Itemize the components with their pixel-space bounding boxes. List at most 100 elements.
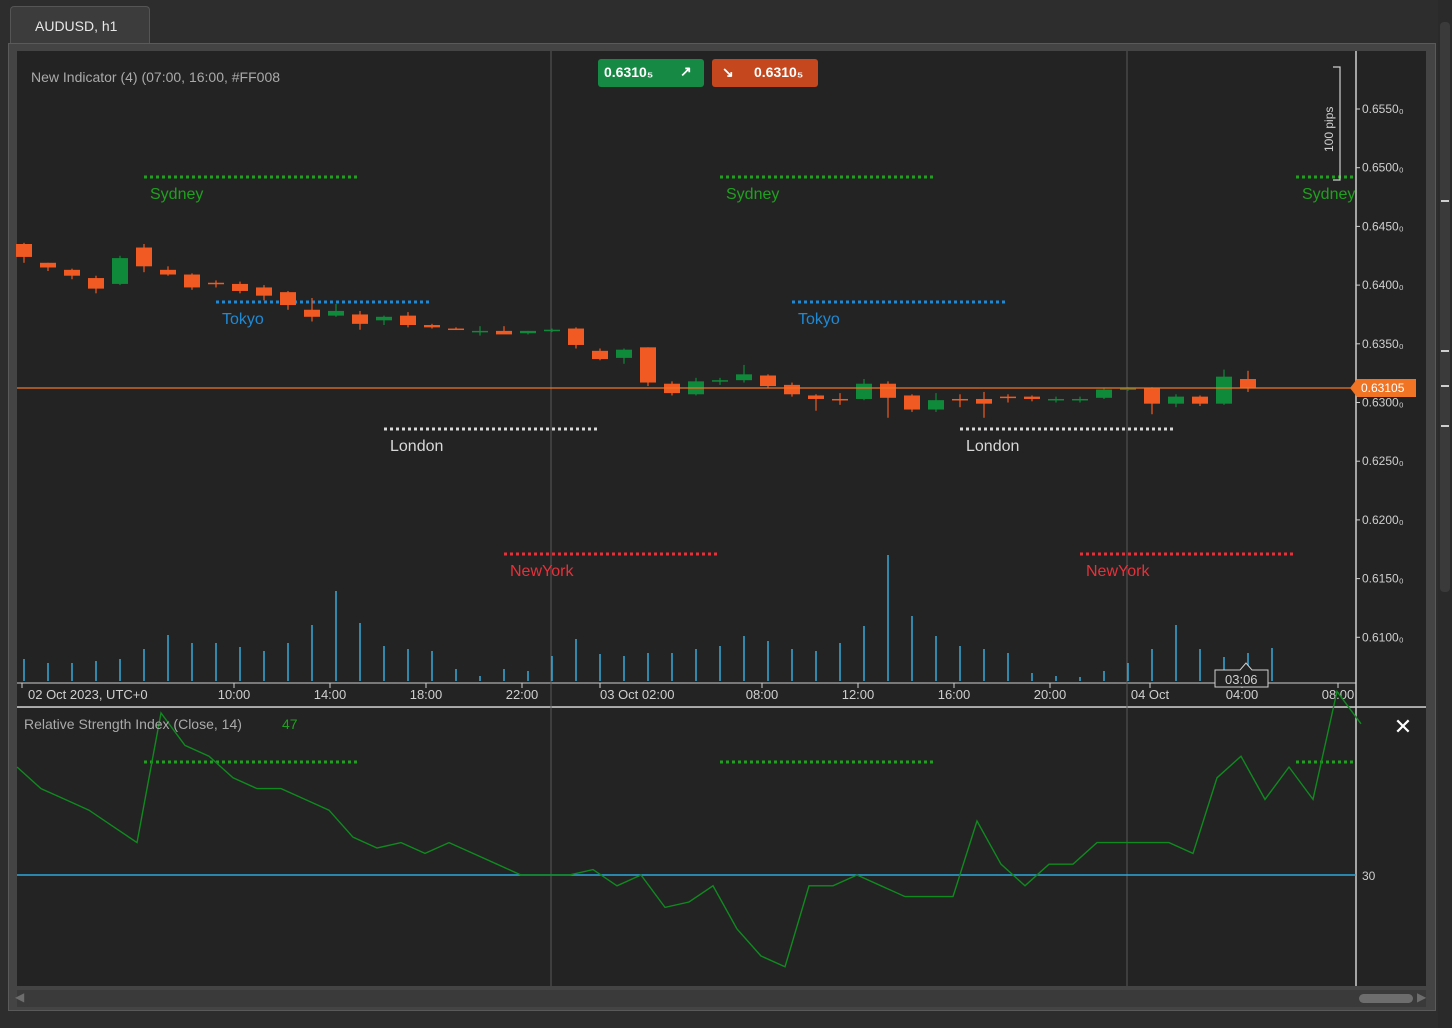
price-label: 0.6350₀ [1362, 337, 1404, 351]
scrollbar-thumb[interactable] [1359, 994, 1413, 1003]
session-label: NewYork [510, 563, 574, 580]
symbol-tab-label: AUDUSD, h1 [35, 18, 118, 34]
time-label: 18:00 [410, 687, 443, 702]
candle-body [1024, 396, 1040, 399]
price-label: 0.6200₀ [1362, 513, 1404, 527]
time-label: 12:00 [842, 687, 875, 702]
handle-icon [1441, 385, 1449, 387]
price-label: 0.6250₀ [1362, 454, 1404, 468]
candle-body [928, 400, 944, 410]
candle-body [808, 395, 824, 399]
candle-body [952, 398, 968, 401]
time-label: 14:00 [314, 687, 347, 702]
scroll-right-icon[interactable]: ▶ [1417, 990, 1427, 1004]
rsi-line [16, 689, 1362, 968]
candle-body [472, 330, 488, 333]
candle-body [520, 330, 536, 334]
candle-body [16, 244, 32, 257]
candle-body [1048, 398, 1064, 401]
time-label: 04:00 [1226, 687, 1259, 702]
time-label: 08:00 [746, 687, 779, 702]
rsi-level-label: 30 [1362, 869, 1376, 883]
candle-body [448, 328, 464, 331]
candle-body [304, 309, 320, 317]
candle-body [736, 374, 752, 381]
time-label: 04 Oct [1131, 687, 1170, 702]
time-label: 02 Oct 2023, UTC+0 [28, 687, 148, 702]
candle-body [328, 310, 344, 316]
candle-body [256, 287, 272, 296]
candle-body [232, 283, 248, 291]
candle-body [88, 278, 104, 289]
cursor-time: 03:06 [1225, 672, 1258, 687]
horizontal-scrollbar[interactable]: ◀ ▶ [15, 990, 1427, 1007]
candle-body [880, 383, 896, 398]
candle-body [1144, 388, 1160, 404]
candle-body [1072, 398, 1088, 401]
right-side-strip [1438, 0, 1452, 1028]
rsi-value: 47 [282, 716, 298, 732]
scroll-left-icon[interactable]: ◀ [15, 990, 25, 1004]
candle-body [40, 262, 56, 268]
candle-body [1168, 396, 1184, 404]
indicator-label: New Indicator (4) (07:00, 16:00, #FF008 [31, 69, 280, 85]
candle-body [1096, 389, 1112, 398]
candle-body [832, 398, 848, 401]
candle-body [592, 350, 608, 360]
session-label: Tokyo [798, 311, 840, 328]
time-axis: 02 Oct 2023, UTC+0 10:00 14:00 18:00 22:00 03… [21, 683, 1355, 702]
cursor-time-box [1214, 662, 1269, 688]
candle-body [640, 347, 656, 383]
candle-body [184, 274, 200, 288]
price-label: 0.6100₀ [1362, 630, 1404, 644]
candle-body [424, 325, 440, 328]
time-label: 08:00 [1322, 687, 1355, 702]
price-axis: 0.6550₀ 0.6500₀ 0.6450₀ 0.6400₀ 0.6350₀ 0.630… [1356, 102, 1404, 644]
candle-body [112, 258, 128, 284]
price-label: 0.6550₀ [1362, 102, 1404, 116]
candle-body [1216, 376, 1232, 404]
arrow-down-right-icon: ↘ [722, 64, 734, 80]
candle-body [1120, 388, 1136, 390]
handle-icon [1441, 425, 1449, 427]
symbol-tab[interactable]: AUDUSD, h1 [10, 6, 150, 44]
candle-body [496, 330, 512, 335]
candle-body [160, 269, 176, 275]
candle-body [1240, 379, 1256, 389]
candle-body [376, 316, 392, 321]
close-icon[interactable]: ✕ [1393, 714, 1413, 739]
main-panel-bg [17, 51, 1426, 707]
session-label: Sydney [726, 186, 779, 203]
time-label: 03 Oct 02:00 [600, 687, 674, 702]
handle-icon [1441, 350, 1449, 352]
buy-button[interactable]: 0.6310₅ ↗ [598, 59, 704, 87]
time-label: 22:00 [506, 687, 539, 702]
session-label: London [966, 438, 1019, 455]
candle-body [856, 383, 872, 399]
candle-body [1192, 396, 1208, 404]
price-label: 0.6450₀ [1362, 219, 1404, 233]
time-label: 20:00 [1034, 687, 1067, 702]
pips-ruler [1333, 66, 1341, 181]
candle-body [760, 375, 776, 387]
price-label: 0.6300₀ [1362, 396, 1404, 410]
rsi-title: Relative Strength Index (Close, 14) [24, 716, 242, 732]
rsi-panel-bg [17, 708, 1426, 986]
candle-body [544, 329, 560, 332]
candle-body [976, 398, 992, 404]
sell-price: 0.6310₅ [754, 64, 804, 80]
candle-body [568, 328, 584, 345]
session-lines: Sydney Tokyo London NewYork Sydney Tokyo Londo… [144, 175, 1356, 580]
price-label: 0.6150₀ [1362, 572, 1404, 586]
session-label: Tokyo [222, 311, 264, 328]
candle-body [400, 315, 416, 326]
vertical-scrollbar-thumb[interactable] [1440, 22, 1450, 592]
session-label: Sydney [1302, 186, 1355, 203]
price-label: 0.6500₀ [1362, 161, 1404, 175]
sell-button[interactable]: ↘ 0.6310₅ [712, 59, 818, 87]
candle-body [616, 349, 632, 358]
candle-body [64, 269, 80, 276]
session-label: NewYork [1086, 563, 1150, 580]
price-label: 0.6400₀ [1362, 278, 1404, 292]
